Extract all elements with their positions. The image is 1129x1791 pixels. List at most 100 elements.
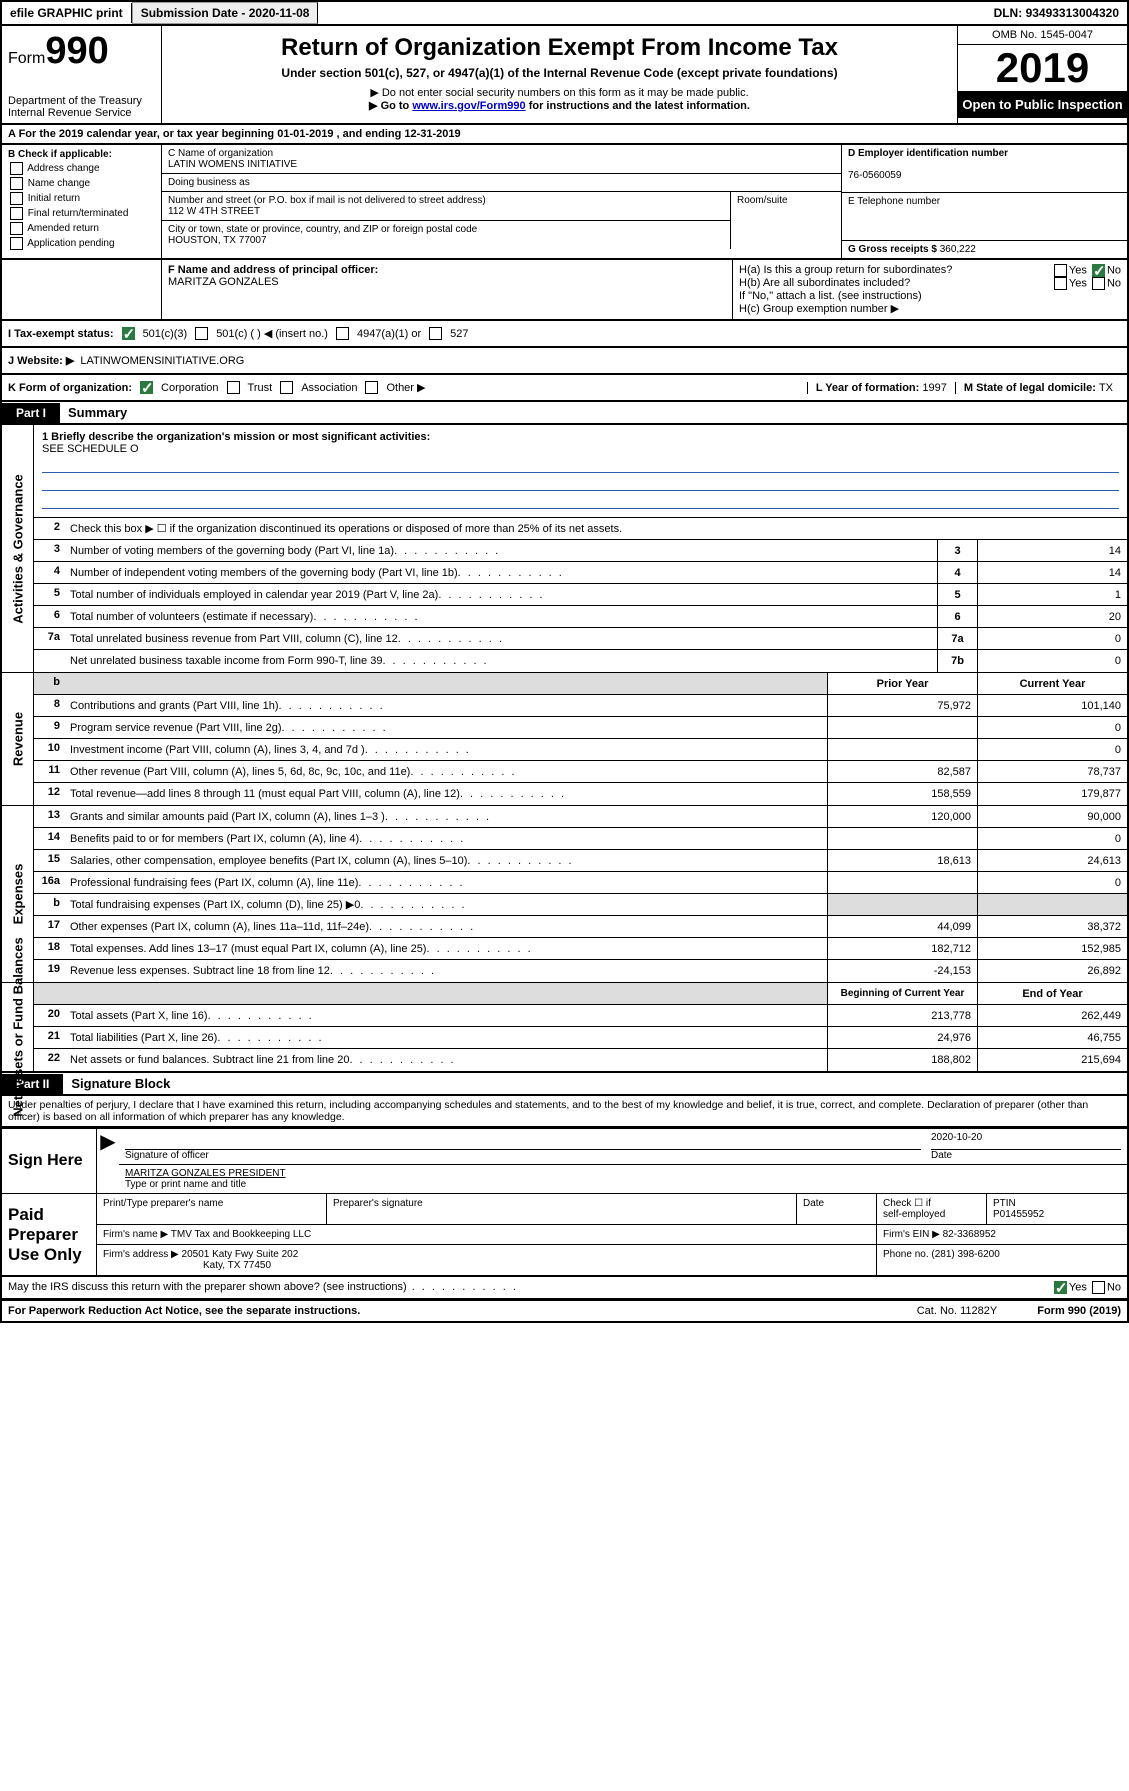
chk-initial-return[interactable]: Initial return — [8, 192, 155, 205]
header-title-block: Return of Organization Exempt From Incom… — [162, 26, 957, 123]
net-col-headers: Beginning of Current Year End of Year — [34, 983, 1127, 1005]
signature-block: Sign Here ▶ Signature of officer 2020-10… — [0, 1128, 1129, 1277]
summary-line: 11 Other revenue (Part VIII, column (A),… — [34, 761, 1127, 783]
tax-year: 2019 — [958, 45, 1127, 91]
dln: DLN: 93493313004320 — [986, 3, 1127, 23]
chk-association[interactable] — [280, 381, 293, 394]
h-a-label: H(a) Is this a group return for subordin… — [739, 264, 952, 277]
street-cell: Number and street (or P.O. box if mail i… — [162, 192, 730, 221]
goto-instructions: ▶ Go to www.irs.gov/Form990 for instruct… — [172, 99, 947, 112]
form-title: Return of Organization Exempt From Incom… — [172, 34, 947, 62]
side-label-revenue: Revenue — [2, 673, 34, 805]
header-right: OMB No. 1545-0047 2019 Open to Public In… — [957, 26, 1127, 123]
form-subtitle: Under section 501(c), 527, or 4947(a)(1)… — [172, 66, 947, 80]
box-b-checkboxes: B Check if applicable: Address change Na… — [2, 145, 162, 258]
form-header: Form990 Department of the Treasury Inter… — [0, 26, 1129, 125]
discuss-with-preparer-row: May the IRS discuss this return with the… — [0, 1277, 1129, 1300]
officer-signature-line: Signature of officer — [125, 1132, 921, 1161]
ssn-warning: ▶ Do not enter social security numbers o… — [172, 86, 947, 99]
summary-line: 19 Revenue less expenses. Subtract line … — [34, 960, 1127, 982]
chk-501c3[interactable] — [122, 327, 135, 340]
dept-treasury: Department of the Treasury — [8, 95, 155, 107]
row-k-org-form: K Form of organization: Corporation Trus… — [0, 375, 1129, 402]
paid-preparer-label: Paid Preparer Use Only — [2, 1194, 97, 1275]
summary-line: 21 Total liabilities (Part X, line 26) 2… — [34, 1027, 1127, 1049]
line-2-discontinued: 2Check this box ▶ ☐ if the organization … — [34, 518, 1127, 540]
h-a-answer: Yes No — [1052, 264, 1121, 277]
identity-block: B Check if applicable: Address change Na… — [0, 145, 1129, 260]
summary-line: 4 Number of independent voting members o… — [34, 562, 1127, 584]
chk-discuss-no[interactable] — [1092, 1281, 1105, 1294]
firm-name-cell: Firm's name ▶ TMV Tax and Bookkeeping LL… — [97, 1225, 877, 1244]
summary-line: 12 Total revenue—add lines 8 through 11 … — [34, 783, 1127, 805]
h-b-note: If "No," attach a list. (see instruction… — [739, 290, 1121, 302]
line-1-mission: 1 Briefly describe the organization's mi… — [34, 425, 1127, 518]
box-c: C Name of organization LATIN WOMENS INIT… — [162, 145, 842, 258]
self-employed-cell: Check ☐ ifself-employed — [877, 1194, 987, 1224]
summary-line: 14 Benefits paid to or for members (Part… — [34, 828, 1127, 850]
form-990-logo: Form990 — [8, 30, 155, 73]
irs-link[interactable]: www.irs.gov/Form990 — [412, 100, 525, 112]
sign-arrow-icon: ▶ — [97, 1129, 119, 1193]
row-i-tax-exempt: I Tax-exempt status: 501(c)(3) 501(c) ( … — [0, 321, 1129, 348]
box-l-year: L Year of formation: 1997 — [807, 382, 955, 394]
sign-here-label: Sign Here — [2, 1129, 97, 1193]
chk-final-return[interactable]: Final return/terminated — [8, 207, 155, 220]
firm-address-cell: Firm's address ▶ 20501 Katy Fwy Suite 20… — [97, 1245, 877, 1275]
revenue-col-headers: b Prior Year Current Year — [34, 673, 1127, 695]
irs-label: Internal Revenue Service — [8, 107, 155, 119]
chk-501c[interactable] — [195, 327, 208, 340]
chk-trust[interactable] — [227, 381, 240, 394]
summary-line: 8 Contributions and grants (Part VIII, l… — [34, 695, 1127, 717]
firm-phone-cell: Phone no. (281) 398-6200 — [877, 1245, 1127, 1275]
summary-line: 13 Grants and similar amounts paid (Part… — [34, 806, 1127, 828]
summary-line: 16a Professional fundraising fees (Part … — [34, 872, 1127, 894]
preparer-date-hdr: Date — [797, 1194, 877, 1224]
part-1-header: Part I Summary — [0, 402, 1129, 425]
header-left: Form990 Department of the Treasury Inter… — [2, 26, 162, 123]
officer-name: MARITZA GONZALES PRESIDENT — [125, 1168, 1121, 1179]
row-a-tax-year: A For the 2019 calendar year, or tax yea… — [0, 125, 1129, 145]
perjury-statement: Under penalties of perjury, I declare th… — [0, 1096, 1129, 1128]
room-suite-cell: Room/suite — [731, 192, 841, 249]
box-h: H(a) Is this a group return for subordin… — [732, 260, 1127, 319]
dba-cell: Doing business as — [162, 174, 841, 192]
city-cell: City or town, state or province, country… — [162, 221, 730, 249]
summary-line: 15 Salaries, other compensation, employe… — [34, 850, 1127, 872]
firm-ein-cell: Firm's EIN ▶ 82-3368952 — [877, 1225, 1127, 1244]
summary-line: 22 Net assets or fund balances. Subtract… — [34, 1049, 1127, 1071]
submission-date-pill: Submission Date - 2020-11-08 — [132, 2, 319, 24]
summary-line: 7a Total unrelated business revenue from… — [34, 628, 1127, 650]
gross-receipts-cell: G Gross receipts $ 360,222 — [842, 241, 1127, 258]
summary-line: 3 Number of voting members of the govern… — [34, 540, 1127, 562]
ptin-cell: PTINP01455952 — [987, 1194, 1127, 1224]
chk-527[interactable] — [429, 327, 442, 340]
box-m-state: M State of legal domicile: TX — [955, 382, 1121, 394]
chk-4947[interactable] — [336, 327, 349, 340]
row-j-website: J Website: ▶ LATINWOMENSINITIATIVE.ORG — [0, 348, 1129, 375]
top-bar: efile GRAPHIC print Submission Date - 20… — [0, 0, 1129, 26]
row-f-h: F Name and address of principal officer:… — [0, 260, 1129, 321]
chk-discuss-yes[interactable] — [1054, 1281, 1067, 1294]
preparer-sig-hdr: Preparer's signature — [327, 1194, 797, 1224]
part-2-header: Part II Signature Block — [0, 1073, 1129, 1096]
summary-line: 17 Other expenses (Part IX, column (A), … — [34, 916, 1127, 938]
chk-corporation[interactable] — [140, 381, 153, 394]
chk-amended-return[interactable]: Amended return — [8, 222, 155, 235]
box-f-officer: F Name and address of principal officer:… — [162, 260, 732, 319]
side-label-net-assets: Net Assets or Fund Balances — [2, 983, 34, 1071]
org-name-cell: C Name of organization LATIN WOMENS INIT… — [162, 145, 841, 174]
summary-line: 20 Total assets (Part X, line 16) 213,77… — [34, 1005, 1127, 1027]
chk-other[interactable] — [365, 381, 378, 394]
chk-application-pending[interactable]: Application pending — [8, 237, 155, 250]
chk-address-change[interactable]: Address change — [8, 162, 155, 175]
summary-line: 9 Program service revenue (Part VIII, li… — [34, 717, 1127, 739]
sign-date: 2020-10-20 Date — [921, 1132, 1121, 1161]
summary-line: 18 Total expenses. Add lines 13–17 (must… — [34, 938, 1127, 960]
summary-line: 10 Investment income (Part VIII, column … — [34, 739, 1127, 761]
chk-name-change[interactable]: Name change — [8, 177, 155, 190]
open-to-public-badge: Open to Public Inspection — [958, 91, 1127, 118]
telephone-cell: E Telephone number — [842, 193, 1127, 241]
officer-name-label: Type or print name and title — [125, 1179, 1121, 1190]
footer-bar: For Paperwork Reduction Act Notice, see … — [0, 1300, 1129, 1323]
